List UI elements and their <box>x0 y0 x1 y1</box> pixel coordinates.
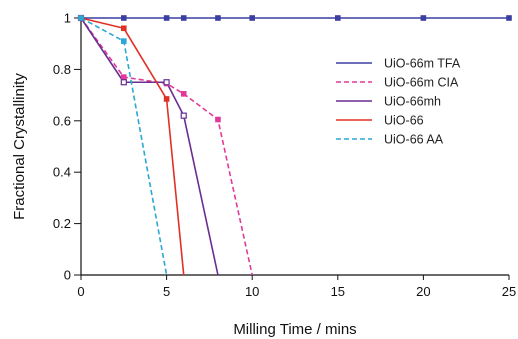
data-point-marker <box>180 15 187 21</box>
data-point-marker <box>163 15 170 21</box>
x-tick-label: 15 <box>331 284 345 299</box>
y-tick-label: 0.4 <box>53 165 71 180</box>
axes <box>80 18 509 276</box>
series-line <box>80 17 219 276</box>
data-point-marker <box>120 79 127 86</box>
legend: UiO-66m TFA UiO-66m CIA UiO-66mh UiO-66 UiO-… <box>336 57 461 147</box>
series-line <box>80 17 168 276</box>
legend-label: UiO-66m CIA <box>384 76 459 90</box>
ticks: 0 5 10 15 20 25 0 0.2 0.4 0.6 0.8 1 <box>53 11 516 300</box>
data-point-marker <box>420 15 427 21</box>
data-point-marker <box>506 15 512 21</box>
y-tick-label: 0 <box>64 268 71 283</box>
legend-label: UiO-66 <box>384 114 424 128</box>
data-point-marker <box>215 116 221 123</box>
y-tick-label: 0.8 <box>53 62 71 77</box>
data-point-marker <box>180 91 187 97</box>
data-point-marker <box>121 38 127 44</box>
data-point-marker <box>249 15 255 21</box>
data-point-marker <box>121 25 127 32</box>
data-point-marker <box>180 112 187 119</box>
data-point-marker <box>215 15 221 21</box>
y-tick-label: 1 <box>64 11 71 26</box>
x-tick-label: 25 <box>502 284 516 299</box>
data-point-marker <box>334 15 341 21</box>
y-tick-label: 0.6 <box>53 113 71 128</box>
x-tick-label: 0 <box>77 284 84 299</box>
data-point-marker <box>163 79 170 86</box>
x-axis-label: Milling Time / mins <box>233 321 356 338</box>
y-tick-label: 0.2 <box>53 216 71 231</box>
markers-layer <box>77 14 512 123</box>
legend-label: UiO-66 AA <box>384 133 444 147</box>
data-point-marker <box>163 96 170 102</box>
x-tick-label: 5 <box>163 284 170 299</box>
x-tick-label: 20 <box>416 284 430 299</box>
data-point-marker <box>121 15 127 21</box>
series-line <box>80 17 185 276</box>
legend-label: UiO-66m TFA <box>384 57 461 71</box>
x-tick-label: 10 <box>245 284 259 299</box>
legend-label: UiO-66mh <box>384 95 441 109</box>
y-axis-label: Fractional Crystallinity <box>11 73 28 220</box>
series-line <box>80 17 253 276</box>
data-point-marker <box>121 74 127 80</box>
data-point-marker <box>78 15 84 21</box>
